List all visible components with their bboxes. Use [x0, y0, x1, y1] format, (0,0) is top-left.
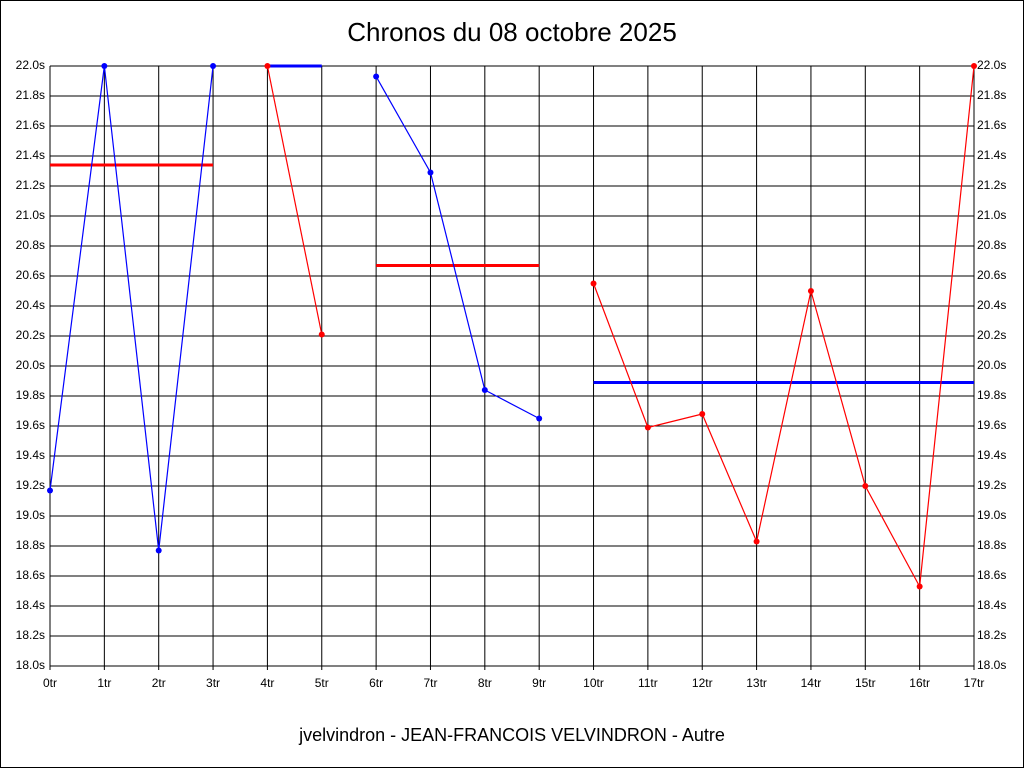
y-tick-label-right: 18.4s — [977, 598, 1006, 612]
y-tick-label-right: 19.0s — [977, 508, 1006, 522]
y-tick-label: 19.0s — [16, 508, 45, 522]
x-tick-label: 15tr — [855, 676, 876, 690]
y-tick-label-right: 20.0s — [977, 358, 1006, 372]
y-tick-label: 21.0s — [16, 208, 45, 222]
x-tick-label: 5tr — [315, 676, 329, 690]
y-tick-label: 21.8s — [16, 88, 45, 102]
y-tick-label-right: 19.2s — [977, 478, 1006, 492]
y-tick-label-right: 19.8s — [977, 388, 1006, 402]
y-tick-label: 21.4s — [16, 148, 45, 162]
y-tick-label: 19.4s — [16, 448, 45, 462]
data-point — [916, 583, 923, 590]
y-tick-label-right: 21.2s — [977, 178, 1006, 192]
data-point — [699, 411, 706, 417]
y-tick-label: 20.2s — [16, 328, 45, 342]
data-point — [47, 487, 53, 494]
y-tick-label-right: 18.0s — [977, 658, 1006, 672]
data-point — [318, 331, 325, 338]
x-tick-label: 17tr — [964, 676, 985, 690]
data-point — [807, 288, 814, 294]
x-tick-label: 3tr — [206, 676, 220, 690]
data-point — [155, 547, 162, 554]
y-tick-label: 19.6s — [16, 418, 45, 432]
y-tick-label: 22.0s — [16, 58, 45, 72]
data-point — [373, 73, 380, 80]
y-tick-label: 18.8s — [16, 538, 45, 552]
y-tick-label: 20.0s — [16, 358, 45, 372]
y-tick-label-right: 20.8s — [977, 238, 1006, 252]
series-line — [375, 76, 540, 420]
x-tick-label: 1tr — [97, 676, 111, 690]
data-point — [264, 63, 271, 69]
series-line — [592, 65, 975, 589]
y-tick-label: 20.8s — [16, 238, 45, 252]
x-tick-label: 9tr — [532, 676, 546, 690]
y-tick-label: 18.2s — [16, 628, 45, 642]
y-tick-label-right: 21.0s — [977, 208, 1006, 222]
data-point — [481, 387, 488, 393]
y-tick-label-right: 20.6s — [977, 268, 1006, 282]
data-point — [427, 169, 434, 176]
y-tick-label-right: 18.2s — [977, 628, 1006, 642]
data-point — [210, 63, 217, 69]
data-point — [590, 280, 597, 287]
y-tick-label: 20.4s — [16, 298, 45, 312]
y-tick-label: 19.8s — [16, 388, 45, 402]
x-tick-label: 16tr — [909, 676, 930, 690]
data-point — [536, 415, 543, 422]
y-tick-label-right: 21.8s — [977, 88, 1006, 102]
y-tick-label: 21.2s — [16, 178, 45, 192]
data-point — [753, 538, 760, 545]
y-tick-label-right: 19.6s — [977, 418, 1006, 432]
x-tick-label: 13tr — [746, 676, 767, 690]
y-tick-label-right: 18.8s — [977, 538, 1006, 552]
x-tick-label: 14tr — [801, 676, 822, 690]
y-tick-label: 20.6s — [16, 268, 45, 282]
x-tick-label: 6tr — [369, 676, 383, 690]
x-tick-label: 7tr — [423, 676, 437, 690]
chart-title: Chronos du 08 octobre 2025 — [347, 17, 677, 47]
y-tick-label-right: 20.2s — [977, 328, 1006, 342]
x-tick-label: 11tr — [638, 676, 658, 690]
y-tick-label-right: 21.4s — [977, 148, 1006, 162]
series-line — [266, 65, 323, 335]
x-axis-label: jvelvindron - JEAN-FRANCOIS VELVINDRON -… — [298, 725, 725, 745]
y-tick-label-right: 18.6s — [977, 568, 1006, 582]
x-tick-label: 4tr — [260, 676, 274, 690]
y-tick-label-right: 21.6s — [977, 118, 1006, 132]
data-point — [862, 483, 869, 489]
x-tick-label: 8tr — [478, 676, 492, 690]
data-point — [971, 63, 977, 69]
series-line — [49, 65, 214, 551]
y-tick-label-right: 22.0s — [977, 58, 1006, 72]
x-tick-label: 2tr — [152, 676, 166, 690]
x-tick-label: 12tr — [692, 676, 713, 690]
y-tick-label: 18.4s — [16, 598, 45, 612]
y-tick-label: 19.2s — [16, 478, 45, 492]
y-tick-label: 21.6s — [16, 118, 45, 132]
data-point — [644, 424, 651, 431]
y-tick-label: 18.0s — [16, 658, 45, 672]
x-tick-label: 10tr — [583, 676, 604, 690]
y-tick-label: 18.6s — [16, 568, 45, 582]
y-tick-label-right: 19.4s — [977, 448, 1006, 462]
x-tick-label: 0tr — [43, 676, 57, 690]
data-point — [101, 63, 108, 69]
y-tick-label-right: 20.4s — [977, 298, 1006, 312]
